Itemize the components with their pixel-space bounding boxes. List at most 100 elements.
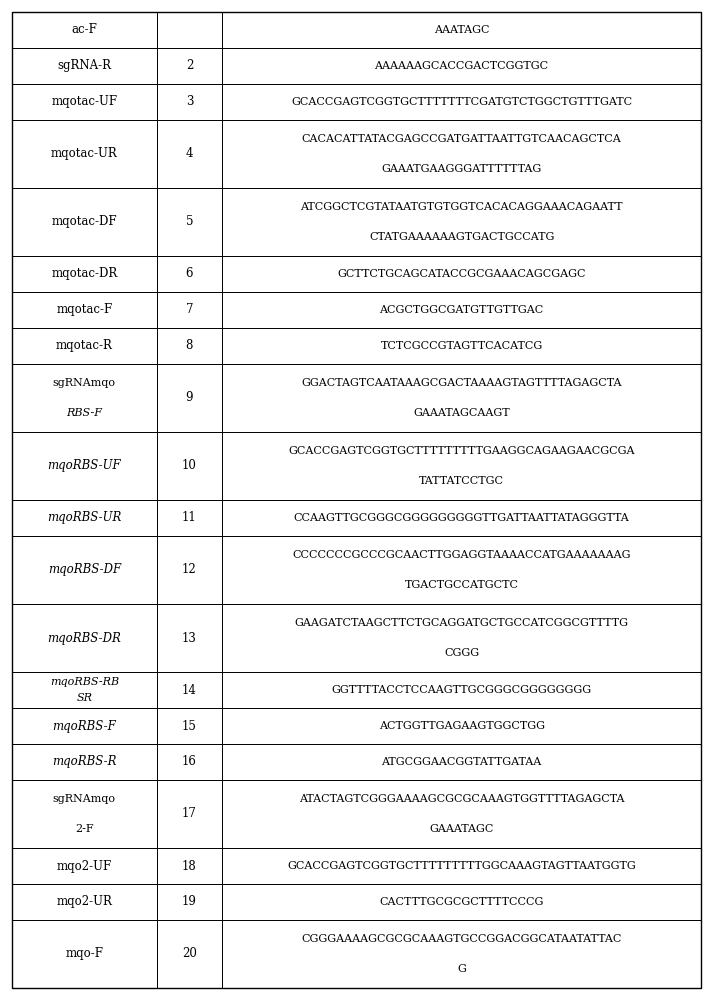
- Bar: [12, 884, 157, 920]
- Bar: [222, 12, 701, 48]
- Text: 14: 14: [182, 684, 197, 697]
- Bar: [157, 188, 222, 256]
- Bar: [222, 604, 701, 672]
- Bar: [12, 120, 157, 188]
- Bar: [157, 364, 222, 432]
- Text: mqoRBS-UR: mqoRBS-UR: [48, 511, 121, 524]
- Text: GAAATAGCAAGT: GAAATAGCAAGT: [413, 408, 510, 418]
- Text: 8: 8: [186, 339, 193, 352]
- Bar: [222, 920, 701, 988]
- Text: sgRNA-R: sgRNA-R: [57, 59, 111, 72]
- Bar: [157, 780, 222, 848]
- Bar: [12, 256, 157, 292]
- Bar: [12, 672, 157, 708]
- Bar: [157, 256, 222, 292]
- Text: GGTTTTACCTCCAAGTTGCGGGCGGGGGGGG: GGTTTTACCTCCAAGTTGCGGGCGGGGGGGG: [332, 685, 591, 695]
- Text: 3: 3: [186, 95, 193, 108]
- Bar: [157, 848, 222, 884]
- Bar: [222, 120, 701, 188]
- Text: mqotac-DF: mqotac-DF: [52, 215, 117, 228]
- Bar: [222, 884, 701, 920]
- Text: 5: 5: [186, 215, 193, 228]
- Text: 4: 4: [186, 147, 193, 160]
- Text: SR: SR: [77, 693, 92, 703]
- Text: mqotac-UR: mqotac-UR: [51, 147, 118, 160]
- Bar: [222, 364, 701, 432]
- Bar: [157, 604, 222, 672]
- Text: 15: 15: [182, 720, 197, 733]
- Text: GCACCGAGTCGGTGCTTTTTTTTTGAAGGCAGAAGAACGCGA: GCACCGAGTCGGTGCTTTTTTTTTGAAGGCAGAAGAACGC…: [289, 446, 635, 456]
- Text: ATACTAGTCGGGAAAAGCGCGCAAAGTGGTTTTAGAGCTA: ATACTAGTCGGGAAAAGCGCGCAAAGTGGTTTTAGAGCTA: [298, 794, 625, 804]
- Text: GCACCGAGTCGGTGCTTTTTTTCGATGTCTGGCTGTTTGATC: GCACCGAGTCGGTGCTTTTTTTCGATGTCTGGCTGTTTGA…: [291, 97, 632, 107]
- Bar: [222, 328, 701, 364]
- Text: GAAGATCTAAGCTTCTGCAGGATGCTGCCATCGGCGTTTTG: GAAGATCTAAGCTTCTGCAGGATGCTGCCATCGGCGTTTT…: [294, 618, 629, 628]
- Text: mqotac-UF: mqotac-UF: [51, 95, 118, 108]
- Text: GGACTAGTCAATAAAGCGACTAAAAGTAGTTTTAGAGCTA: GGACTAGTCAATAAAGCGACTAAAAGTAGTTTTAGAGCTA: [301, 378, 622, 388]
- Text: CACACATTATACGAGCCGATGATTAATTGTCAACAGCTCA: CACACATTATACGAGCCGATGATTAATTGTCAACAGCTCA: [302, 134, 622, 144]
- Text: 18: 18: [182, 860, 197, 873]
- Text: mqoRBS-R: mqoRBS-R: [52, 755, 116, 768]
- Bar: [222, 256, 701, 292]
- Text: 7: 7: [186, 303, 193, 316]
- Text: 12: 12: [182, 563, 197, 576]
- Text: ac-F: ac-F: [72, 23, 97, 36]
- Bar: [222, 292, 701, 328]
- Bar: [222, 84, 701, 120]
- Text: 9: 9: [186, 391, 193, 404]
- Text: 16: 16: [182, 755, 197, 768]
- Bar: [157, 120, 222, 188]
- Text: mqo2-UF: mqo2-UF: [57, 860, 112, 873]
- Text: TATTATCCTGC: TATTATCCTGC: [419, 476, 504, 486]
- Text: mqoRBS-UF: mqoRBS-UF: [48, 459, 121, 472]
- Text: CGGGAAAAGCGCGCAAAGTGCCGGACGGCATAATATTAC: CGGGAAAAGCGCGCAAAGTGCCGGACGGCATAATATTAC: [301, 934, 622, 944]
- Text: AAAAAAGCACCGACTCGGTGC: AAAAAAGCACCGACTCGGTGC: [374, 61, 549, 71]
- Text: mqotac-R: mqotac-R: [56, 339, 113, 352]
- Bar: [12, 432, 157, 500]
- Bar: [12, 328, 157, 364]
- Bar: [222, 500, 701, 536]
- Bar: [12, 920, 157, 988]
- Text: 6: 6: [186, 267, 193, 280]
- Text: mqo2-UR: mqo2-UR: [57, 895, 112, 908]
- Bar: [157, 48, 222, 84]
- Bar: [157, 672, 222, 708]
- Text: CCAAGTTGCGGGCGGGGGGGGGTTGATTAATTATAGGGTTA: CCAAGTTGCGGGCGGGGGGGGGTTGATTAATTATAGGGTT…: [294, 513, 630, 523]
- Bar: [157, 708, 222, 744]
- Bar: [12, 848, 157, 884]
- Text: ACTGGTTGAGAAGTGGCTGG: ACTGGTTGAGAAGTGGCTGG: [379, 721, 545, 731]
- Bar: [12, 780, 157, 848]
- Text: sgRNAmqo: sgRNAmqo: [53, 378, 116, 388]
- Bar: [222, 744, 701, 780]
- Text: 13: 13: [182, 632, 197, 645]
- Text: CCCCCCCGCCCGCAACTTGGAGGTAAAACCATGAAAAAAAG: CCCCCCCGCCCGCAACTTGGAGGTAAAACCATGAAAAAAA…: [292, 550, 631, 560]
- Bar: [12, 188, 157, 256]
- Text: 10: 10: [182, 459, 197, 472]
- Bar: [222, 780, 701, 848]
- Bar: [222, 672, 701, 708]
- Text: mqoRBS-DR: mqoRBS-DR: [48, 632, 121, 645]
- Bar: [222, 48, 701, 84]
- Bar: [222, 848, 701, 884]
- Bar: [12, 536, 157, 604]
- Text: mqotac-F: mqotac-F: [56, 303, 113, 316]
- Text: 11: 11: [182, 511, 197, 524]
- Bar: [157, 744, 222, 780]
- Bar: [12, 48, 157, 84]
- Text: TCTCGCCGTAGTTCACATCG: TCTCGCCGTAGTTCACATCG: [381, 341, 542, 351]
- Text: mqoRBS-F: mqoRBS-F: [52, 720, 116, 733]
- Text: CTATGAAAAAAGTGACTGCCATG: CTATGAAAAAAGTGACTGCCATG: [369, 232, 554, 242]
- Bar: [157, 500, 222, 536]
- Bar: [157, 328, 222, 364]
- Text: CACTTTGCGCGCTTTTCCCG: CACTTTGCGCGCTTTTCCCG: [379, 897, 544, 907]
- Text: ACGCTGGCGATGTTGTTGAC: ACGCTGGCGATGTTGTTGAC: [379, 305, 544, 315]
- Text: GAAATGAAGGGATTTTTTAG: GAAATGAAGGGATTTTTTAG: [381, 164, 542, 174]
- Text: TGACTGCCATGCTC: TGACTGCCATGCTC: [405, 580, 518, 590]
- Text: 20: 20: [182, 947, 197, 960]
- Text: 2-F: 2-F: [75, 824, 94, 834]
- Bar: [12, 84, 157, 120]
- Text: 17: 17: [182, 807, 197, 820]
- Bar: [12, 12, 157, 48]
- Bar: [157, 920, 222, 988]
- Text: ATCGGCTCGTATAATGTGTGGTCACACAGGAAACAGAATT: ATCGGCTCGTATAATGTGTGGTCACACAGGAAACAGAATT: [301, 202, 623, 212]
- Bar: [12, 744, 157, 780]
